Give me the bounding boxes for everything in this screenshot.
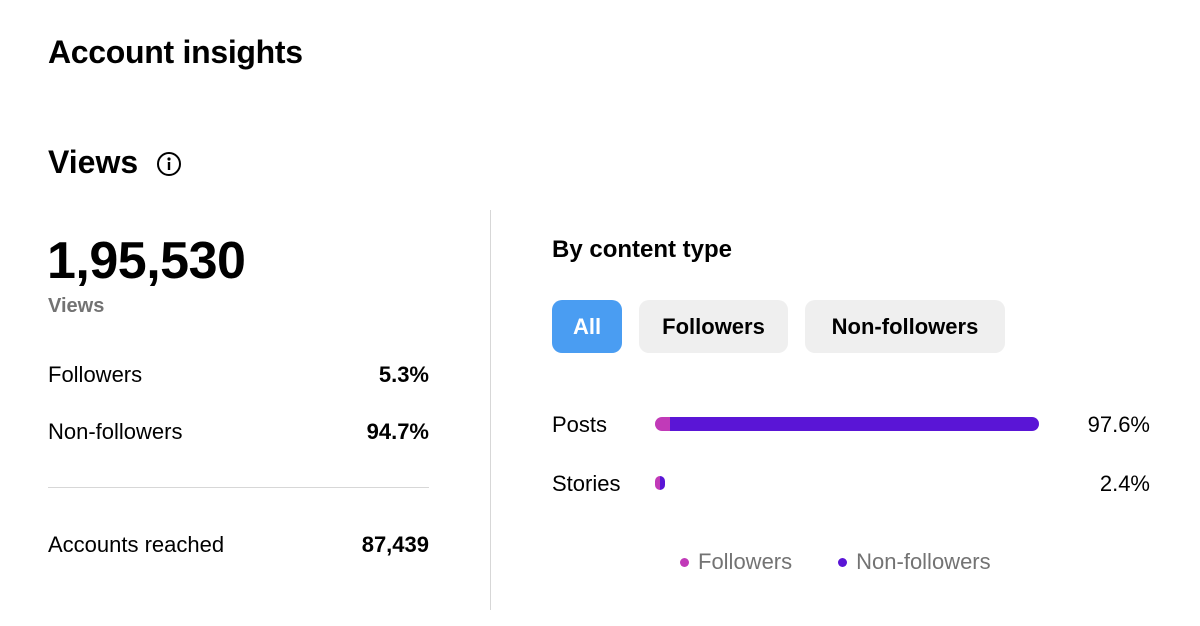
views-total-caption: Views xyxy=(48,295,105,317)
stories-bar xyxy=(655,476,665,490)
posts-bar-percent: 97.6% xyxy=(1087,412,1150,437)
column-divider xyxy=(490,210,491,610)
posts-followers-segment xyxy=(655,417,671,431)
page-title: Account insights xyxy=(48,34,303,70)
legend-label-non-followers: Non-followers xyxy=(856,549,991,574)
views-total: 1,95,530 xyxy=(47,232,246,290)
stories-nonfollowers-segment xyxy=(660,476,665,490)
stories-bar-track xyxy=(655,476,1048,490)
filter-chip-all[interactable]: All xyxy=(552,300,622,353)
accounts-reached-value: 87,439 xyxy=(361,532,429,557)
stories-bar-percent: 2.4% xyxy=(1099,471,1150,496)
info-circle-icon[interactable] xyxy=(156,151,182,177)
stories-bar-label: Stories xyxy=(552,471,621,496)
legend-label-followers: Followers xyxy=(698,549,793,574)
nonfollowers-stat-label: Non-followers xyxy=(48,419,183,444)
stories-followers-segment xyxy=(655,476,660,490)
followers-stat-value: 5.3% xyxy=(378,362,429,387)
accounts-reached-row: Accounts reached 87,439 xyxy=(48,532,429,558)
nonfollowers-stat-row: Non-followers 94.7% xyxy=(48,419,429,445)
posts-nonfollowers-segment xyxy=(670,417,1039,431)
accounts-reached-label: Accounts reached xyxy=(48,532,225,557)
followers-stat-row: Followers 5.3% xyxy=(48,362,429,388)
nonfollowers-stat-value: 94.7% xyxy=(366,419,429,444)
posts-bar-label: Posts xyxy=(552,412,608,437)
filter-chip-non-followers[interactable]: Non-followers xyxy=(805,300,1005,353)
legend-dot-followers xyxy=(680,557,689,567)
posts-bar-track xyxy=(655,417,1048,431)
filter-chip-followers[interactable]: Followers xyxy=(639,300,788,353)
posts-bar xyxy=(655,417,1039,431)
chart-legend: Followers Non-followers xyxy=(680,549,1037,575)
legend-item-followers: Followers xyxy=(680,549,792,575)
followers-stat-label: Followers xyxy=(48,362,143,387)
content-type-title: By content type xyxy=(552,236,733,263)
stats-divider xyxy=(48,487,429,488)
legend-dot-non-followers xyxy=(838,557,848,567)
legend-item-non-followers: Non-followers xyxy=(838,549,991,575)
views-section-title: Views xyxy=(48,144,139,180)
